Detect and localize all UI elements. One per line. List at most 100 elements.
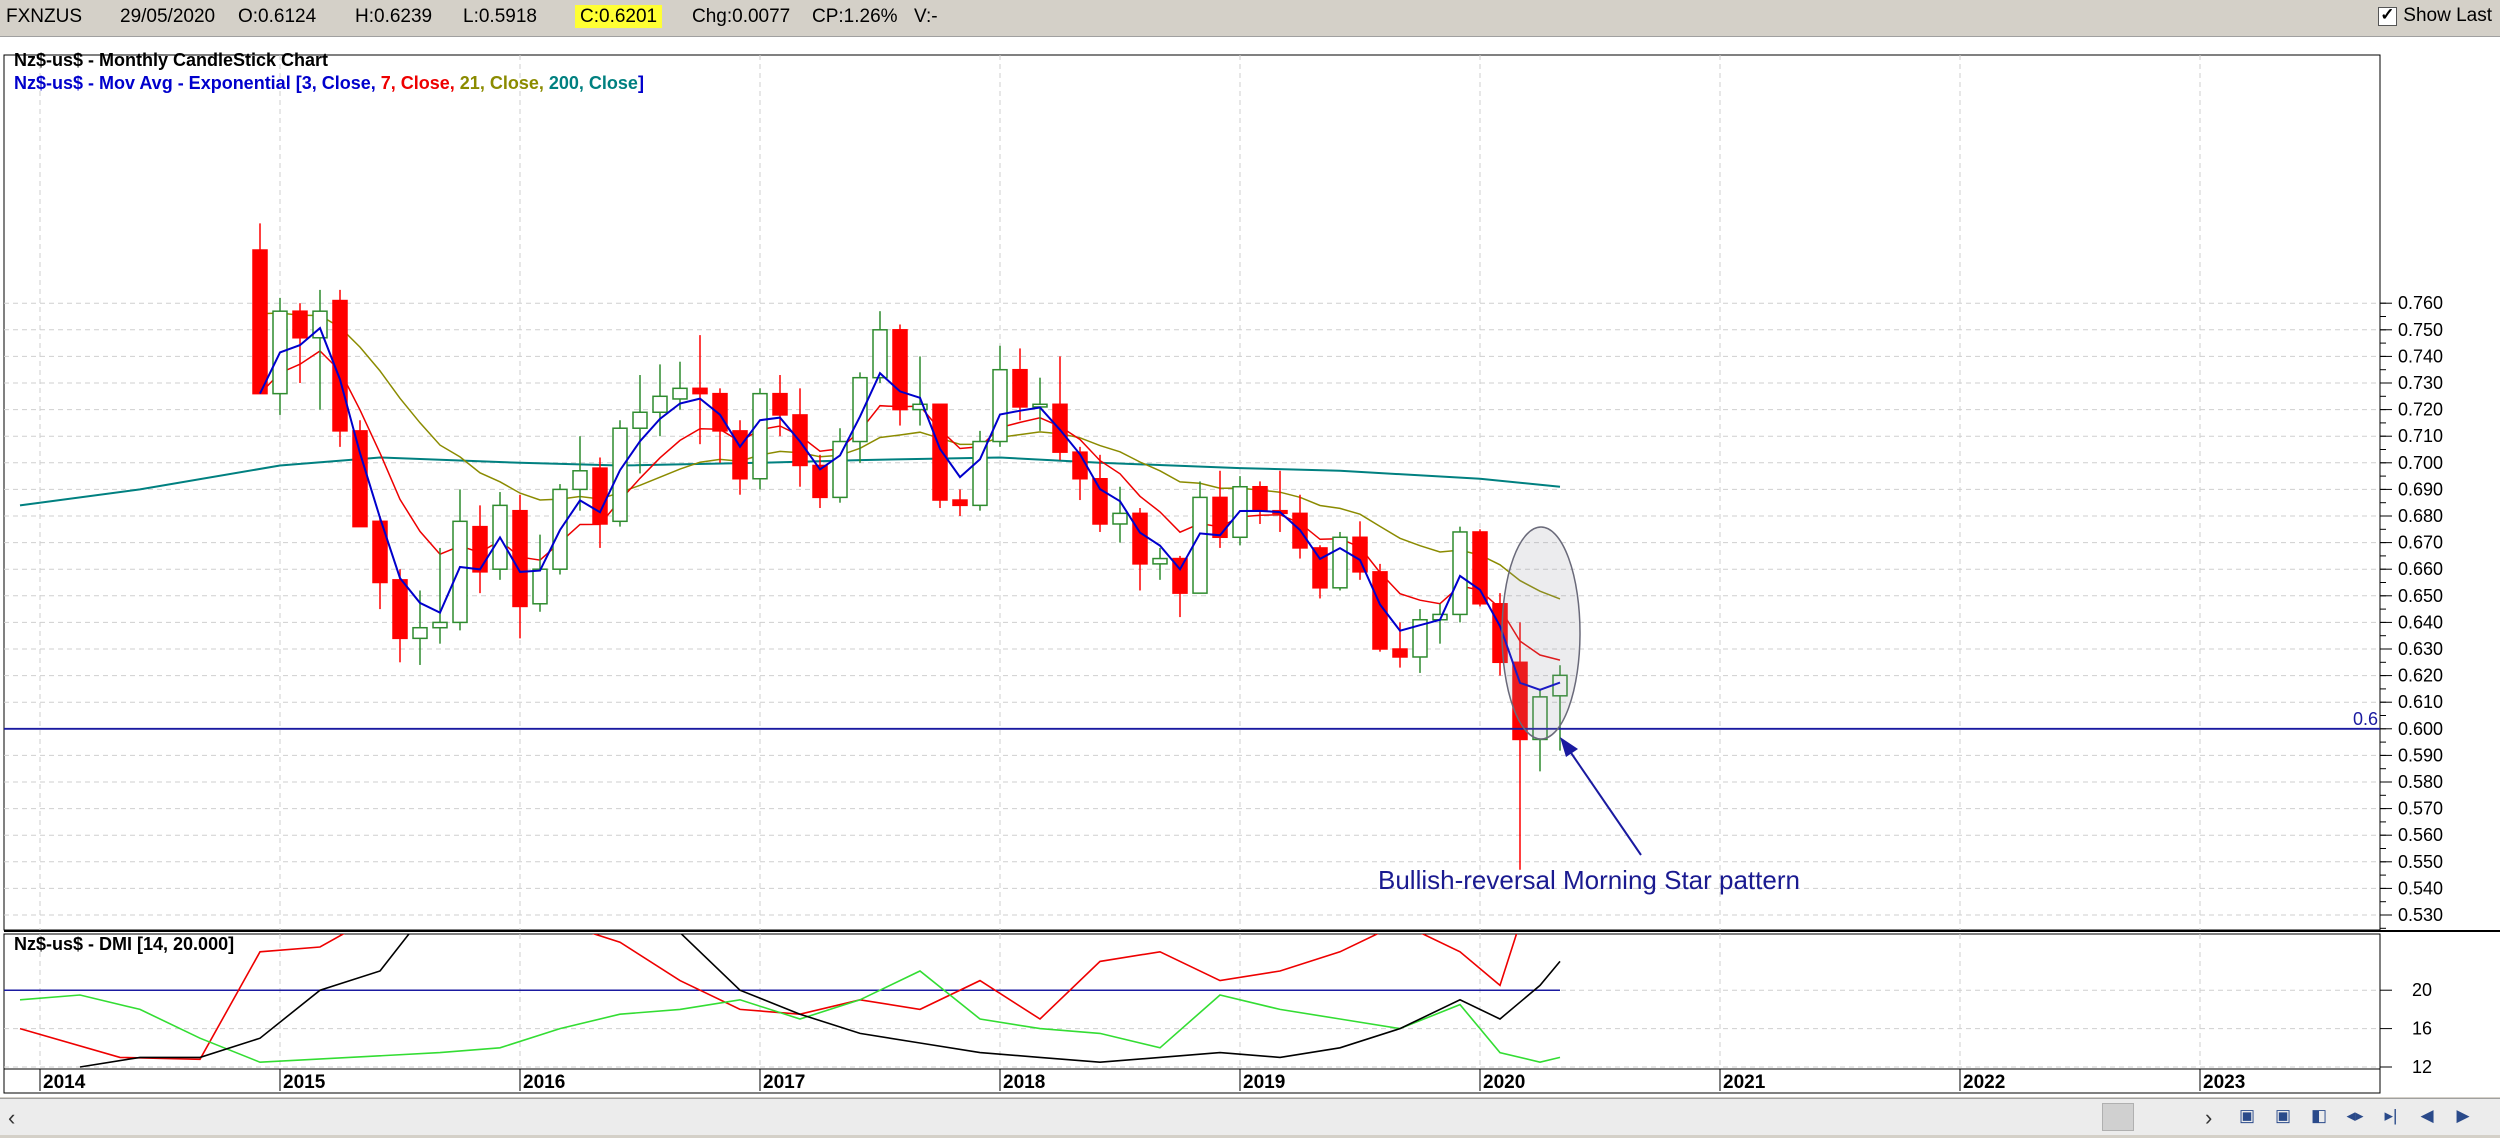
candle-body [652, 395, 668, 414]
symbol-label: FXNZUS [6, 6, 82, 27]
show-last-checkbox[interactable] [2378, 5, 2398, 26]
candle-body [852, 376, 868, 443]
price-tick-label: 0.600 [2398, 719, 2443, 739]
time-axis: 2014 2015 2016 2017 2018 2019 2020 2021 2022 2023 [39, 1069, 2245, 1093]
chart-nav-buttons: ▣ ▣ ◧ ◂▸ ▸| ◀ ▶ [2232, 1103, 2478, 1129]
candle-body [512, 509, 528, 608]
open-value: O:0.6124 [238, 6, 317, 27]
time-tick-label: 2018 [1003, 1072, 1045, 1093]
price-tick-label: 0.530 [2398, 905, 2443, 925]
time-tick-label: 2022 [1963, 1072, 2005, 1093]
price-tick-label: 0.690 [2398, 479, 2443, 499]
candle-body [712, 392, 728, 432]
indicator-prefix: Nz$-us$ - Mov Avg - Exponential [ [14, 73, 302, 93]
level-label: 0.6 [2353, 709, 2378, 729]
step-back-icon[interactable]: ◀ [2420, 1106, 2434, 1125]
price-tick-label: 0.760 [2398, 293, 2443, 313]
indicator-title: Nz$-us$ - Mov Avg - Exponential [3, Clos… [14, 73, 644, 93]
horizontal-scrollbar[interactable]: ‹ › ▣ ▣ ◧ ◂▸ ▸| ◀ ▶ [0, 1098, 2500, 1135]
time-tick-label: 2021 [1723, 1072, 1766, 1093]
main-grid [3, 54, 2500, 1094]
sep-2: , Close, [391, 73, 460, 93]
morning-star-ellipse [1501, 526, 1581, 740]
chart-title-part-2: Stick Chart [233, 50, 328, 70]
time-tick-label: 2023 [2203, 1072, 2245, 1093]
chart-canvas[interactable]: 0.530 0.540 0.550 0.560 0.570 0.580 0.590 0.600… [0, 37, 2500, 1097]
annotation-arrowhead [1560, 737, 1578, 757]
close-highlight: C:0.6201 [575, 5, 663, 28]
sep-1: , Close, [312, 73, 381, 93]
candle-body [772, 392, 788, 416]
candle-body [452, 520, 468, 624]
ema21-path [259, 312, 1561, 600]
time-axis-frame [3, 1068, 2381, 1094]
candle-body [752, 392, 768, 480]
candle-body [692, 387, 708, 395]
annotation-arrow [1566, 746, 1642, 856]
ema200-path [19, 456, 1561, 507]
chart-title-part-1: Nz$-us$ - Monthly Candle [14, 50, 233, 70]
dmi-tick-label: 12 [2412, 1057, 2432, 1077]
candle-body [672, 387, 688, 400]
jump-end-icon[interactable]: ▸| [2384, 1106, 2398, 1125]
price-tick-label: 0.700 [2398, 453, 2443, 473]
candle-body [872, 329, 888, 379]
price-tick-label: 0.660 [2398, 559, 2443, 579]
price-tick-label: 0.610 [2398, 692, 2443, 712]
candle-body [1512, 661, 1528, 741]
ema7-period: 7 [381, 73, 391, 93]
zoom-in-icon[interactable]: ▣ [2274, 1106, 2292, 1125]
step-forward-icon[interactable]: ▶ [2456, 1106, 2470, 1125]
zoom-out-icon[interactable]: ▣ [2238, 1106, 2256, 1125]
show-last-toggle[interactable]: Show Last [2378, 5, 2492, 27]
dmi-axis: 12 16 20 [2380, 980, 2432, 1077]
candle-body [1112, 512, 1128, 525]
sep-3: , Close, [480, 73, 549, 93]
candle-body [372, 520, 388, 584]
price-tick-label: 0.750 [2398, 320, 2443, 340]
candle-body [812, 464, 828, 499]
time-tick-label: 2019 [1243, 1072, 1285, 1093]
candle-body [992, 368, 1008, 443]
volume-value: V:- [914, 6, 938, 27]
price-tick-label: 0.540 [2398, 878, 2443, 898]
candle-body [1012, 368, 1028, 408]
scrollbar-thumb[interactable] [2102, 1103, 2134, 1131]
change-pct-value: CP:1.26% [812, 6, 898, 27]
price-tick-label: 0.630 [2398, 639, 2443, 659]
candle-body [252, 249, 268, 395]
candle-body [952, 499, 968, 507]
candle-body [1392, 648, 1408, 658]
zoom-fit-icon[interactable]: ◧ [2310, 1106, 2328, 1125]
candle-body [892, 329, 908, 411]
ema3-line [259, 326, 1561, 691]
sep-4: , Close [579, 73, 638, 93]
scroll-right-icon[interactable]: › [2205, 1105, 2213, 1130]
time-tick-label: 2015 [283, 1072, 326, 1093]
time-tick-label: 2014 [43, 1072, 86, 1093]
candle-body [1192, 496, 1208, 594]
candle-body [1312, 547, 1328, 589]
candle-body [1132, 512, 1148, 565]
high-value: H:0.6239 [355, 6, 433, 27]
scroll-left-icon[interactable]: ‹ [8, 1105, 16, 1130]
dmi-lines [4, 934, 1561, 1068]
low-value: L:0.5918 [463, 6, 537, 27]
dmi-title: Nz$-us$ - DMI [14, 20.000] [14, 934, 234, 954]
price-tick-label: 0.560 [2398, 825, 2443, 845]
price-tick-label: 0.580 [2398, 772, 2443, 792]
candle-body [1332, 536, 1348, 589]
candle-body [1452, 531, 1468, 616]
price-tick-label: 0.570 [2398, 799, 2443, 819]
ema21-period: 21 [460, 73, 480, 93]
candle-body [392, 579, 408, 640]
candle-body [292, 310, 308, 339]
candle-body [1252, 485, 1268, 512]
candle-body [572, 470, 588, 491]
annotation-text: Bullish-reversal Morning Star pattern [1378, 865, 1800, 895]
candle-body [312, 310, 328, 339]
candle-body [1152, 557, 1168, 565]
time-tick-label: 2016 [523, 1072, 565, 1093]
scroll-both-icon[interactable]: ◂▸ [2346, 1106, 2364, 1125]
